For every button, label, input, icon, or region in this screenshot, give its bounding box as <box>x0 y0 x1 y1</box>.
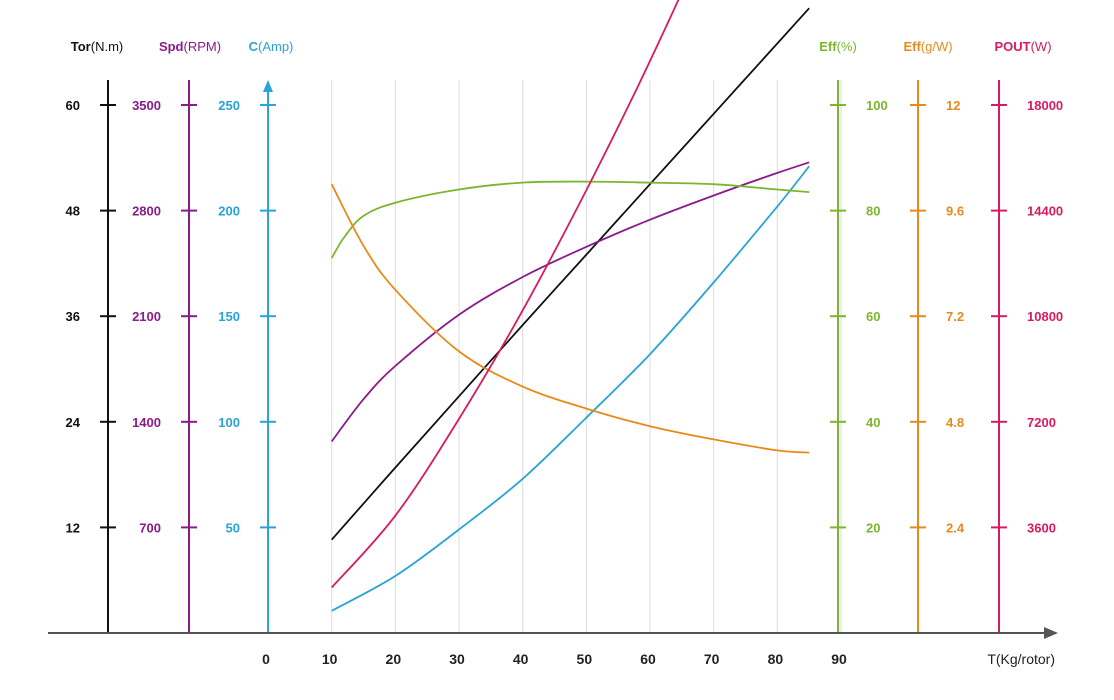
tick-label-amp: 50 <box>226 520 240 535</box>
axis-title-unit: (%) <box>837 39 857 54</box>
tick-label-effg: 12 <box>946 98 960 113</box>
axis-title-unit: (g/W) <box>921 39 953 54</box>
axis-amp: C(Amp) 50 100 150 200 250 <box>218 39 293 633</box>
grid-lines <box>331 80 842 633</box>
tick-label-pout: 14400 <box>1027 204 1063 219</box>
x-tick-label: 90 <box>831 651 847 667</box>
tick-label-effp: 20 <box>866 520 880 535</box>
tick-label-tor: 12 <box>66 520 80 535</box>
x-tick-label: 0 <box>262 651 270 667</box>
axis-title-spd: Spd(RPM) <box>159 39 221 54</box>
x-tick-label: 80 <box>768 651 784 667</box>
axis-title-name: Tor <box>71 39 91 54</box>
tick-label-tor: 36 <box>66 309 80 324</box>
x-tick-label: 40 <box>513 651 529 667</box>
tick-label-tor: 48 <box>66 204 80 219</box>
series-line-amp <box>331 165 810 612</box>
tick-label-tor: 60 <box>66 98 80 113</box>
tick-label-effp: 80 <box>866 204 880 219</box>
axis-title-name: Spd <box>159 39 184 54</box>
tick-label-effp: 60 <box>866 309 880 324</box>
axis-arrow-amp <box>263 80 273 92</box>
tick-label-effg: 9.6 <box>946 204 964 219</box>
tick-label-tor: 24 <box>66 415 81 430</box>
tick-label-effp: 100 <box>866 98 888 113</box>
x-tick-label: 10 <box>322 651 338 667</box>
tick-label-amp: 200 <box>218 204 240 219</box>
x-tick-label: 60 <box>640 651 656 667</box>
axis-title-name: Eff <box>903 39 921 54</box>
tick-label-spd: 2100 <box>132 309 161 324</box>
tick-label-spd: 1400 <box>132 415 161 430</box>
x-axis: 0 10 20 30 40 50 60 70 80 90 T(Kg/rotor) <box>48 627 1058 667</box>
tick-label-amp: 100 <box>218 415 240 430</box>
axis-title-unit: (Amp) <box>258 39 293 54</box>
axis-title-unit: (N.m) <box>91 39 124 54</box>
axis-title-unit: (W) <box>1031 39 1052 54</box>
axis-title-tor: Tor(N.m) <box>71 39 123 54</box>
tick-label-amp: 250 <box>218 98 240 113</box>
x-axis-arrow <box>1044 627 1058 639</box>
tick-label-pout: 18000 <box>1027 98 1063 113</box>
axis-effp: Eff(%) 20 40 60 80 100 <box>819 39 888 633</box>
tick-label-amp: 150 <box>218 309 240 324</box>
series-line-spd <box>330 161 810 442</box>
x-tick-label: 20 <box>386 651 402 667</box>
series-line-effg <box>330 183 810 454</box>
axis-title-name: POUT <box>994 39 1030 54</box>
axis-title-pout: POUT(W) <box>994 39 1051 54</box>
axis-title-name: Eff <box>819 39 837 54</box>
x-axis-title: T(Kg/rotor) <box>987 651 1055 667</box>
series-line-effp <box>330 180 810 259</box>
y-axes: Tor(N.m) 12 24 36 48 60 Spd(RPM) 700 1400 2100 280… <box>66 39 1063 633</box>
axis-effg: Eff(g/W) 2.4 4.8 7.2 9.6 12 <box>903 39 965 633</box>
axis-title-effg: Eff(g/W) <box>903 39 952 54</box>
series-line-tor <box>331 7 810 541</box>
tick-label-spd: 700 <box>139 520 161 535</box>
axis-title-effp: Eff(%) <box>819 39 857 54</box>
series-line-pout <box>331 0 680 589</box>
x-tick-label: 50 <box>577 651 593 667</box>
axis-title-amp: C(Amp) <box>249 39 294 54</box>
tick-label-pout: 10800 <box>1027 309 1063 324</box>
tick-label-effg: 4.8 <box>946 415 964 430</box>
x-tick-label: 70 <box>704 651 720 667</box>
tick-label-effg: 2.4 <box>946 520 965 535</box>
axis-spd: Spd(RPM) 700 1400 2100 2800 3500 <box>132 39 221 633</box>
tick-label-spd: 3500 <box>132 98 161 113</box>
tick-label-pout: 7200 <box>1027 415 1056 430</box>
axis-title-unit: (RPM) <box>184 39 222 54</box>
tick-label-effg: 7.2 <box>946 309 964 324</box>
x-tick-label: 30 <box>449 651 465 667</box>
tick-label-spd: 2800 <box>132 204 161 219</box>
axis-pout: POUT(W) 3600 7200 10800 14400 18000 <box>991 39 1063 633</box>
series-lines <box>330 0 810 612</box>
axis-title-name: C <box>249 39 259 54</box>
axis-tor: Tor(N.m) 12 24 36 48 60 <box>66 39 123 633</box>
tick-label-effp: 40 <box>866 415 880 430</box>
tick-label-pout: 3600 <box>1027 520 1056 535</box>
